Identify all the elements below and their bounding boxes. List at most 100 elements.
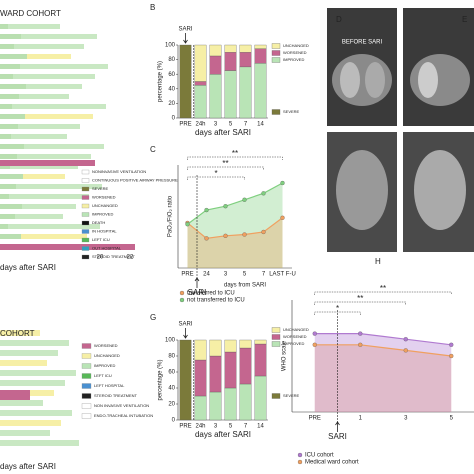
swim-bar bbox=[0, 104, 106, 109]
legend-swatch bbox=[81, 237, 90, 243]
point bbox=[204, 236, 209, 241]
legend-label: WORSENED bbox=[92, 195, 116, 200]
bar-segment bbox=[239, 66, 252, 119]
legend-label: LEFT ICU bbox=[94, 373, 112, 378]
swim-bar bbox=[0, 174, 65, 179]
swim-bar bbox=[0, 430, 50, 436]
legend-label: IMPROVED bbox=[283, 341, 304, 346]
swim-segment bbox=[0, 24, 8, 29]
swim-bar bbox=[0, 114, 93, 119]
line bbox=[187, 217, 283, 240]
point bbox=[204, 207, 209, 213]
bar-segment bbox=[224, 70, 237, 119]
significance-label: ** bbox=[357, 294, 363, 303]
swim-segment bbox=[0, 184, 16, 189]
ct-label: BEFORE SARI bbox=[342, 40, 383, 46]
bar-segment bbox=[224, 339, 237, 353]
legend-swatch bbox=[81, 212, 90, 217]
swim-bar bbox=[0, 84, 82, 89]
legend-label: OUT HOSPITAL bbox=[92, 246, 122, 251]
legend-label: Medical ward cohort bbox=[305, 460, 359, 466]
x-tick-label: 24h bbox=[195, 424, 205, 430]
x-tick-label: LAST F-U bbox=[269, 272, 296, 278]
bar-segment bbox=[254, 48, 267, 64]
swim-bar bbox=[0, 124, 80, 129]
bar-segment bbox=[209, 74, 222, 119]
legend-label: WORSENED bbox=[94, 343, 118, 348]
bar-segment bbox=[239, 44, 252, 53]
swim-bar bbox=[0, 154, 91, 159]
y-tick-label: 0 bbox=[172, 418, 176, 424]
x-tick-label: 3 bbox=[214, 424, 218, 430]
swim-segment bbox=[0, 34, 21, 39]
swim-bar bbox=[0, 44, 84, 49]
swim-segment bbox=[0, 224, 8, 229]
x-tick-label: PRE bbox=[309, 416, 321, 422]
legend-label: IMPROVED bbox=[94, 363, 115, 368]
swim-bar bbox=[0, 144, 104, 149]
x-tick-label: 5 bbox=[243, 272, 247, 278]
y-axis-label: WHO scale bbox=[282, 340, 288, 371]
significance-bracket bbox=[314, 291, 452, 295]
x-tick-label: 24h bbox=[195, 122, 205, 128]
y-tick-label: 60 bbox=[168, 370, 175, 376]
legend-label: ICU cohort bbox=[305, 453, 334, 459]
x-tick-label: 5 bbox=[229, 424, 233, 430]
legend-swatch bbox=[179, 297, 185, 303]
bar-segment bbox=[254, 375, 267, 421]
swim-segment bbox=[0, 204, 22, 209]
x-tick-label: 3 bbox=[404, 416, 408, 422]
point bbox=[312, 331, 317, 336]
bar-segment bbox=[239, 52, 252, 68]
swim-bar bbox=[0, 440, 79, 446]
swim-segment bbox=[0, 154, 17, 159]
legend-swatch bbox=[81, 383, 92, 389]
bar-segment bbox=[239, 347, 252, 385]
swim-segment bbox=[0, 64, 20, 69]
significance-label: ** bbox=[232, 149, 238, 158]
legend-label: DEATH bbox=[92, 220, 105, 225]
y-tick-label: 100 bbox=[165, 338, 176, 344]
swim-bar bbox=[0, 194, 89, 199]
line bbox=[187, 182, 283, 225]
point bbox=[449, 342, 454, 347]
y-tick-label: 60 bbox=[168, 72, 175, 78]
legend-swatch bbox=[81, 186, 90, 192]
point bbox=[242, 232, 247, 237]
x-tick-label: 7 bbox=[262, 272, 266, 278]
swim-bar bbox=[0, 370, 76, 376]
x-tick-label: 22 bbox=[127, 255, 134, 261]
significance-bracket bbox=[187, 156, 283, 160]
legend-label: IN HOSPITAL bbox=[92, 229, 117, 234]
swim-bar bbox=[0, 74, 95, 79]
panel-letter: G bbox=[150, 313, 156, 322]
swim-segment bbox=[0, 84, 26, 89]
y-tick-label: 100 bbox=[165, 43, 176, 49]
bar-segment bbox=[239, 339, 252, 349]
y-axis-label: PaO₂/FiO₂ ratio bbox=[168, 195, 174, 237]
legend-swatch bbox=[81, 393, 92, 399]
annotation: SARI bbox=[178, 27, 192, 33]
bar-segment bbox=[194, 44, 207, 82]
bar-segment bbox=[209, 55, 222, 75]
swim-segment bbox=[0, 144, 24, 149]
swim-segment bbox=[0, 164, 10, 169]
swim-bar bbox=[0, 360, 47, 366]
legend-label: LEFT ICU bbox=[92, 237, 110, 242]
swim-bar bbox=[0, 390, 30, 400]
panel-letter: H bbox=[375, 257, 381, 266]
x-tick-label: 14 bbox=[257, 122, 264, 128]
significance-label: * bbox=[214, 169, 217, 178]
bar-segment bbox=[179, 339, 192, 421]
legend-label: ENDO-TRACHEAL INTUBATION bbox=[94, 413, 153, 418]
point bbox=[449, 353, 454, 359]
legend-label: IMPROVED bbox=[283, 57, 304, 62]
swim-bar bbox=[0, 64, 108, 69]
significance-bracket bbox=[187, 176, 245, 180]
bar-segment bbox=[224, 351, 237, 389]
x-axis-label: days after SARI bbox=[195, 128, 251, 137]
swim-bar bbox=[0, 160, 95, 166]
x-tick-label: 20 bbox=[97, 255, 104, 261]
legend-swatch bbox=[271, 341, 281, 347]
